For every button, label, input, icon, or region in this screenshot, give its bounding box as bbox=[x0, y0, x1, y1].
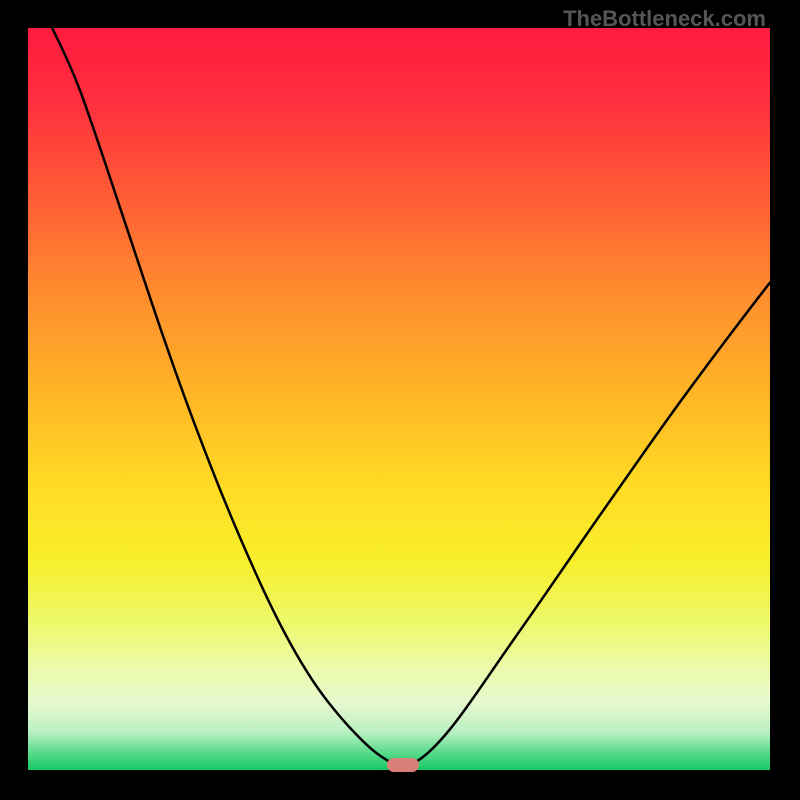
bottleneck-curve bbox=[28, 28, 770, 770]
optimal-point-marker bbox=[387, 758, 419, 772]
chart-frame: TheBottleneck.com bbox=[0, 0, 800, 800]
watermark-text: TheBottleneck.com bbox=[563, 6, 766, 32]
plot-area bbox=[28, 28, 770, 770]
curve-path bbox=[52, 28, 770, 766]
